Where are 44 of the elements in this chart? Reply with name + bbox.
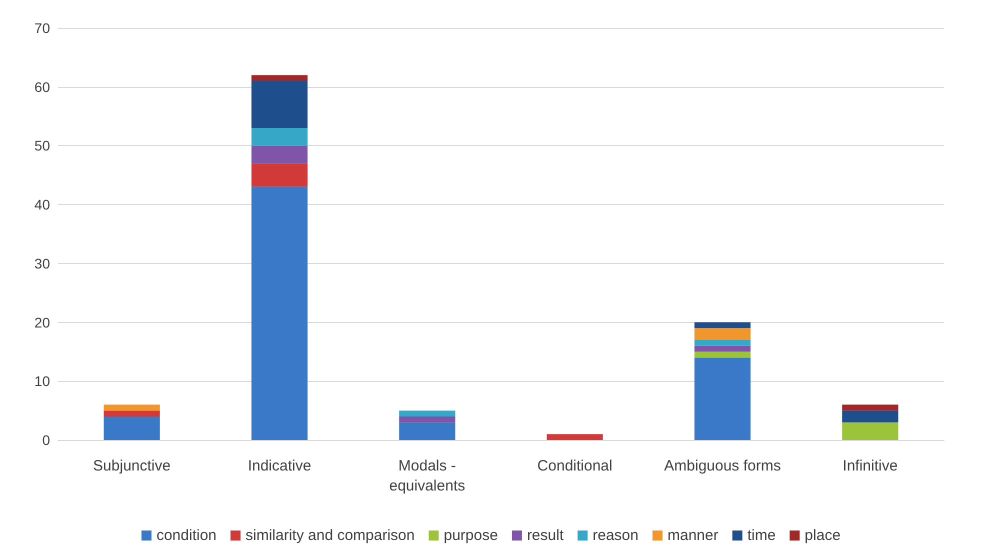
bar xyxy=(842,422,898,440)
bar xyxy=(546,434,603,440)
legend-label: time xyxy=(747,527,776,544)
bar xyxy=(694,322,751,328)
x-tick-label: Subjunctive xyxy=(93,458,171,474)
bar xyxy=(104,410,160,416)
y-tick-label: 40 xyxy=(34,196,50,213)
legend-label: similarity and comparison xyxy=(246,527,415,544)
bar xyxy=(251,163,308,187)
y-tick-label: 50 xyxy=(34,138,50,154)
bar xyxy=(399,416,456,422)
x-tick-label: Conditional xyxy=(537,458,612,474)
legend-label: manner xyxy=(667,527,718,544)
bar xyxy=(694,346,751,352)
legend-label: place xyxy=(804,527,841,544)
x-tick-label: Ambiguous forms xyxy=(664,458,781,474)
bar xyxy=(251,146,308,164)
bar xyxy=(399,422,456,440)
x-tick-label: Indicative xyxy=(248,458,312,474)
y-tick-label: 30 xyxy=(34,255,50,272)
x-tick-label: Infinitive xyxy=(842,458,898,474)
bar xyxy=(842,404,898,411)
legend-label: purpose xyxy=(444,527,498,544)
legend-label: reason xyxy=(592,527,638,544)
y-tick-label: 10 xyxy=(34,373,50,390)
bar xyxy=(694,340,751,346)
bar xyxy=(694,328,751,340)
bar xyxy=(104,416,160,440)
legend-label: result xyxy=(526,527,564,544)
y-tick-label: 0 xyxy=(42,432,50,448)
y-tick-label: 60 xyxy=(34,78,50,95)
x-tick-label: Modals - equivalents xyxy=(389,458,466,494)
bar xyxy=(842,410,898,422)
bar xyxy=(251,75,308,81)
bar xyxy=(251,186,308,440)
bar xyxy=(694,358,751,440)
bar xyxy=(104,404,160,411)
legend-label: condition xyxy=(156,527,217,544)
bar xyxy=(694,352,751,358)
y-tick-label: 70 xyxy=(34,20,50,36)
bar xyxy=(251,128,308,146)
y-tick-label: 20 xyxy=(34,314,50,330)
bar xyxy=(251,80,308,128)
bar xyxy=(399,410,456,416)
